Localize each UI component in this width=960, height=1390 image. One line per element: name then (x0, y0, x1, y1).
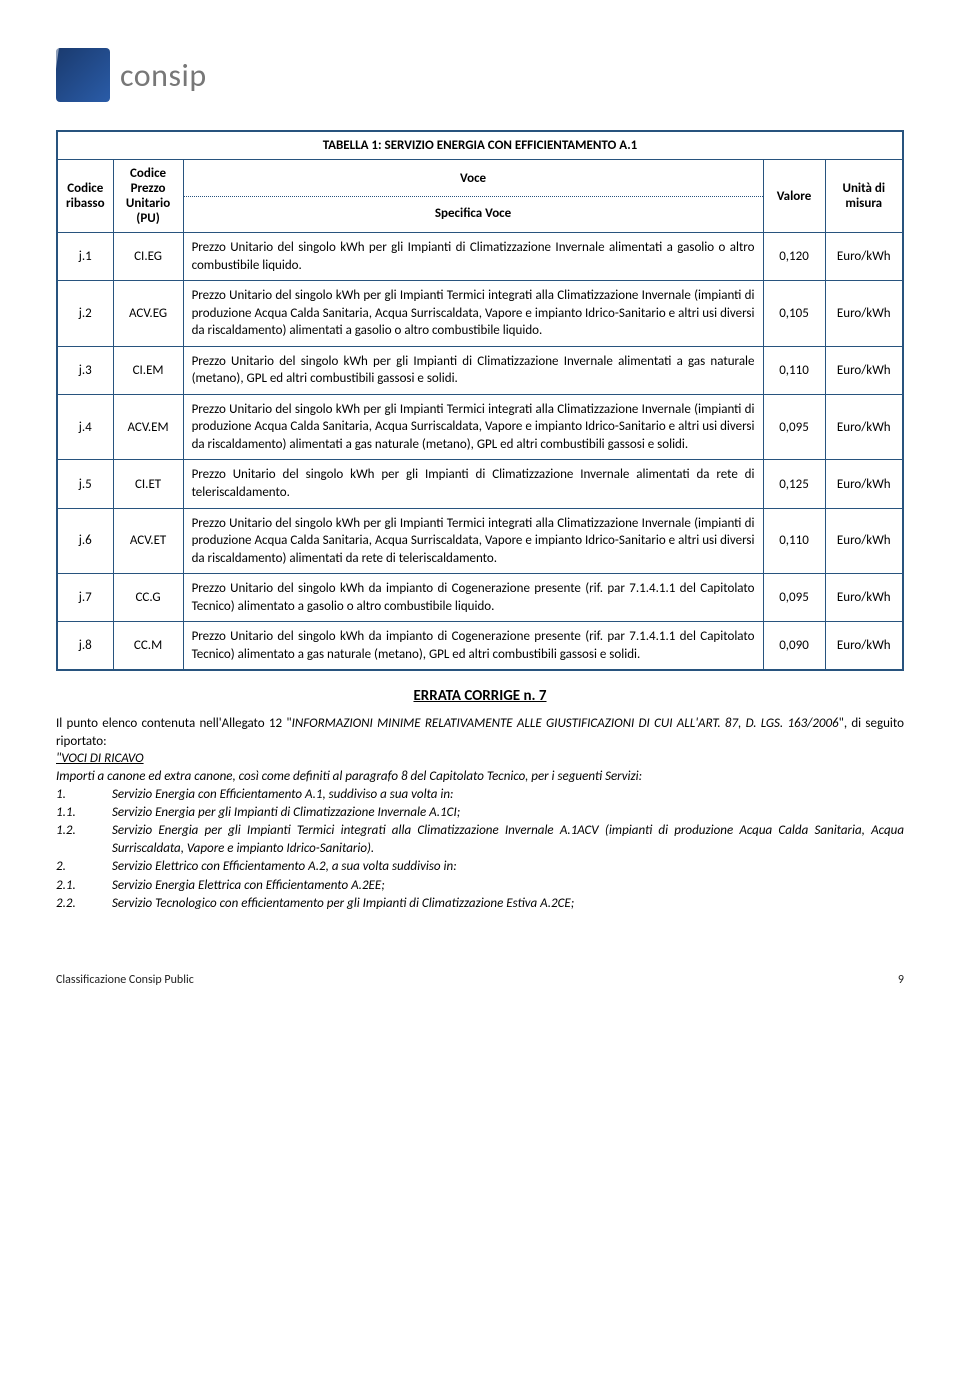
voci-line: "VOCI DI RICAVO (56, 750, 904, 768)
cell-codice-prezzo: ACV.ET (113, 508, 183, 574)
cell-unita: Euro/kWh (825, 508, 903, 574)
cell-valore: 0,090 (763, 622, 825, 671)
cell-codice-prezzo: CI.ET (113, 460, 183, 508)
cell-unita: Euro/kWh (825, 346, 903, 394)
intro-paragraph: Il punto elenco contenuta nell'Allegato … (56, 715, 904, 750)
cell-codice-ribasso: j.2 (57, 281, 113, 347)
list-item-text: Servizio Energia per gli Impianti di Cli… (112, 804, 904, 822)
list-item: 2.Servizio Elettrico con Efficientamento… (56, 858, 904, 876)
pricing-table: TABELLA 1: SERVIZIO ENERGIA CON EFFICIEN… (56, 130, 904, 671)
th-codice-ribasso: Codice ribasso (57, 160, 113, 233)
cell-valore: 0,110 (763, 508, 825, 574)
cell-codice-ribasso: j.5 (57, 460, 113, 508)
th-codice-prezzo: Codice Prezzo Unitario (PU) (113, 160, 183, 233)
table-row: j.3CI.EMPrezzo Unitario del singolo kWh … (57, 346, 903, 394)
cell-codice-prezzo: CC.G (113, 574, 183, 622)
table-row: j.1CI.EGPrezzo Unitario del singolo kWh … (57, 233, 903, 281)
list-item-number: 1. (56, 786, 112, 804)
table-row: j.5CI.ETPrezzo Unitario del singolo kWh … (57, 460, 903, 508)
list-item-number: 2.1. (56, 877, 112, 895)
list-item-number: 2. (56, 858, 112, 876)
cell-codice-ribasso: j.8 (57, 622, 113, 671)
table-row: j.8CC.MPrezzo Unitario del singolo kWh d… (57, 622, 903, 671)
cell-codice-prezzo: ACV.EM (113, 394, 183, 460)
table-row: j.7CC.GPrezzo Unitario del singolo kWh d… (57, 574, 903, 622)
list-item-text: Servizio Energia per gli Impianti Termic… (112, 822, 904, 858)
table-title: TABELLA 1: SERVIZIO ENERGIA CON EFFICIEN… (57, 131, 903, 160)
th-valore: Valore (763, 160, 825, 233)
list-item-text: Servizio Elettrico con Efficientamento A… (112, 858, 904, 876)
list-item-text: Servizio Energia con Efficientamento A.1… (112, 786, 904, 804)
cell-voce: Prezzo Unitario del singolo kWh da impia… (183, 574, 763, 622)
footer: Classificazione Consip Public 9 (56, 973, 904, 987)
cell-unita: Euro/kWh (825, 622, 903, 671)
list-item-number: 1.1. (56, 804, 112, 822)
logo: consip (56, 48, 904, 102)
cell-unita: Euro/kWh (825, 394, 903, 460)
cell-voce: Prezzo Unitario del singolo kWh per gli … (183, 460, 763, 508)
cell-codice-ribasso: j.4 (57, 394, 113, 460)
list-item: 1.2.Servizio Energia per gli Impianti Te… (56, 822, 904, 858)
footer-classification: Classificazione Consip Public (56, 973, 194, 987)
th-specifica-voce: Specifica Voce (183, 196, 763, 233)
list-item-number: 1.2. (56, 822, 112, 858)
cell-valore: 0,125 (763, 460, 825, 508)
numbered-list: 1.Servizio Energia con Efficientamento A… (56, 786, 904, 913)
intro-part1: Il punto elenco contenuta nell'Allegato … (56, 716, 292, 731)
list-item-text: Servizio Energia Elettrica con Efficient… (112, 877, 904, 895)
cell-codice-ribasso: j.7 (57, 574, 113, 622)
logo-text: consip (120, 56, 207, 95)
cell-codice-prezzo: CI.EM (113, 346, 183, 394)
cell-valore: 0,110 (763, 346, 825, 394)
cell-valore: 0,095 (763, 394, 825, 460)
cell-valore: 0,095 (763, 574, 825, 622)
footer-page-number: 9 (898, 973, 904, 987)
voci-label: "VOCI DI RICAVO (56, 751, 144, 766)
cell-voce: Prezzo Unitario del singolo kWh per gli … (183, 281, 763, 347)
cell-valore: 0,105 (763, 281, 825, 347)
cell-unita: Euro/kWh (825, 281, 903, 347)
cell-valore: 0,120 (763, 233, 825, 281)
list-item-number: 2.2. (56, 895, 112, 913)
importi-line: Importi a canone ed extra canone, così c… (56, 768, 904, 786)
cell-voce: Prezzo Unitario del singolo kWh per gli … (183, 346, 763, 394)
table-row: j.6ACV.ETPrezzo Unitario del singolo kWh… (57, 508, 903, 574)
th-voce: Voce (183, 160, 763, 197)
cell-codice-prezzo: CC.M (113, 622, 183, 671)
list-item-text: Servizio Tecnologico con efficientamento… (112, 895, 904, 913)
cell-unita: Euro/kWh (825, 574, 903, 622)
cell-voce: Prezzo Unitario del singolo kWh da impia… (183, 622, 763, 671)
cell-codice-prezzo: CI.EG (113, 233, 183, 281)
cell-unita: Euro/kWh (825, 460, 903, 508)
cell-unita: Euro/kWh (825, 233, 903, 281)
intro-italic: INFORMAZIONI MINIME RELATIVAMENTE ALLE G… (292, 716, 839, 731)
table-row: j.2ACV.EGPrezzo Unitario del singolo kWh… (57, 281, 903, 347)
cell-codice-ribasso: j.3 (57, 346, 113, 394)
table-row: j.4ACV.EMPrezzo Unitario del singolo kWh… (57, 394, 903, 460)
cell-codice-ribasso: j.6 (57, 508, 113, 574)
logo-mark-icon (56, 48, 110, 102)
list-item: 1.Servizio Energia con Efficientamento A… (56, 786, 904, 804)
errata-title: ERRATA CORRIGE n. 7 (56, 687, 904, 705)
cell-voce: Prezzo Unitario del singolo kWh per gli … (183, 508, 763, 574)
th-unita: Unità di misura (825, 160, 903, 233)
list-item: 2.1.Servizio Energia Elettrica con Effic… (56, 877, 904, 895)
cell-codice-prezzo: ACV.EG (113, 281, 183, 347)
cell-codice-ribasso: j.1 (57, 233, 113, 281)
cell-voce: Prezzo Unitario del singolo kWh per gli … (183, 394, 763, 460)
list-item: 1.1.Servizio Energia per gli Impianti di… (56, 804, 904, 822)
list-item: 2.2.Servizio Tecnologico con efficientam… (56, 895, 904, 913)
cell-voce: Prezzo Unitario del singolo kWh per gli … (183, 233, 763, 281)
